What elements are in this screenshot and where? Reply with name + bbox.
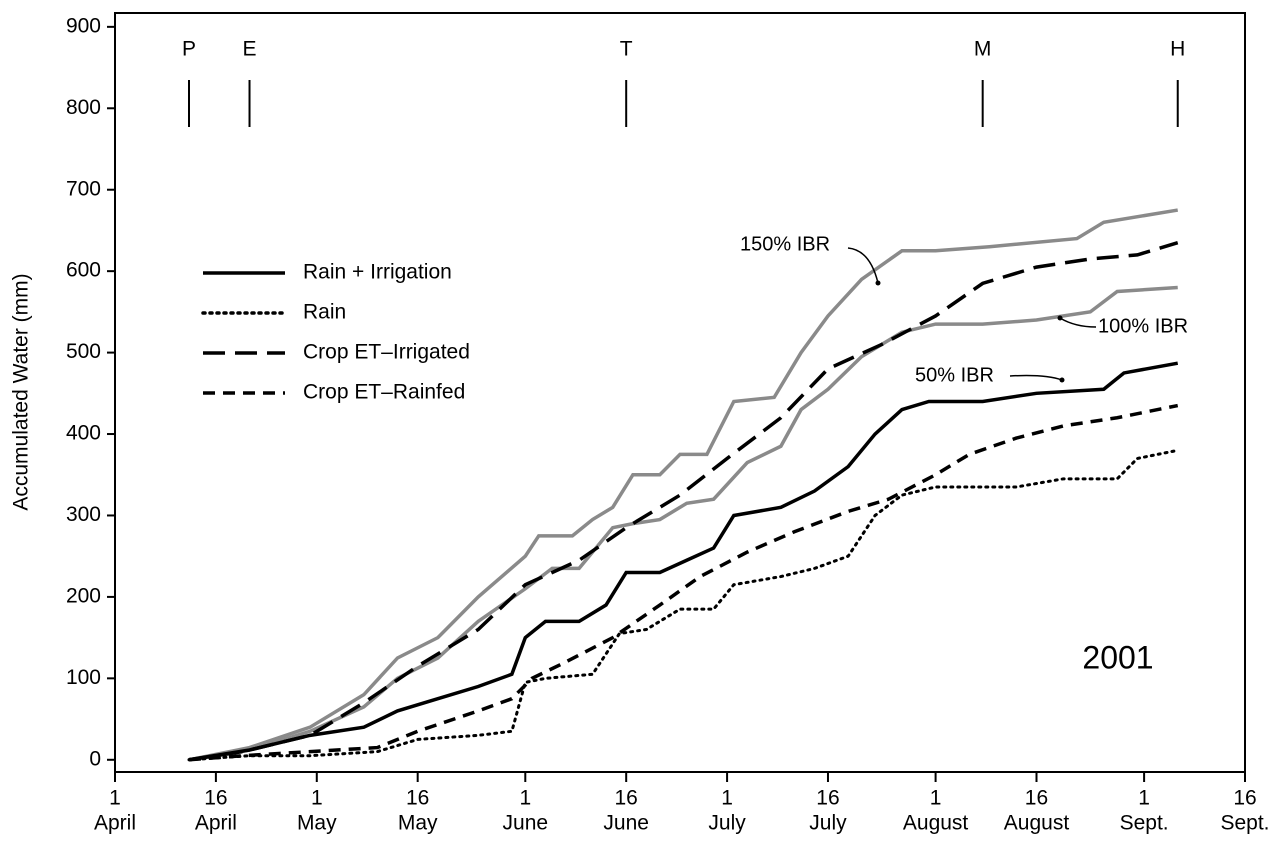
x-tick-label: 16 (406, 787, 429, 810)
legend-label: Crop ET–Rainfed (303, 381, 465, 404)
year-label: 2001 (1082, 639, 1153, 675)
y-tick-label: 800 (66, 96, 101, 119)
x-tick-label: 1 (311, 787, 323, 810)
y-tick-label: 900 (66, 14, 101, 37)
x-tick-label: 1 (109, 787, 121, 810)
x-tick-label: Sept. (1220, 812, 1269, 835)
x-tick-label: June (603, 812, 649, 835)
arrow-head (875, 280, 881, 286)
x-tick-label: May (297, 812, 337, 835)
x-tick-label: August (1004, 812, 1070, 835)
stage-label: H (1170, 38, 1185, 61)
x-tick-label: 16 (1233, 787, 1256, 810)
x-tick-label: June (503, 812, 549, 835)
plot-frame (114, 12, 1246, 773)
series-line (188, 208, 1179, 762)
legend-label: Rain (303, 301, 346, 324)
x-tick-label: 16 (204, 787, 227, 810)
stage-label: T (620, 38, 633, 61)
x-tick-label: July (708, 812, 746, 835)
y-tick-label: 0 (89, 747, 101, 770)
x-tick-label: Sept. (1120, 812, 1169, 835)
x-tick-label: April (195, 812, 237, 835)
legend-label: Crop ET–Irrigated (303, 341, 470, 364)
annotation-arrow (847, 247, 879, 284)
y-axis-label: Accumulated Water (mm) (10, 273, 33, 510)
y-tick-label: 200 (66, 584, 101, 607)
y-tick-label: 400 (66, 422, 101, 445)
x-tick-label: 1 (519, 787, 531, 810)
series-line (188, 403, 1179, 762)
x-tick-label: May (398, 812, 438, 835)
series-line (188, 361, 1179, 762)
series-annotation: 150% IBR (740, 233, 830, 255)
y-tick-label: 700 (66, 177, 101, 200)
annotation-arrow (1059, 317, 1097, 328)
series-annotation: 100% IBR (1098, 315, 1188, 337)
series-line (188, 240, 1179, 762)
x-tick-label: 1 (1138, 787, 1150, 810)
legend-label: Rain + Irrigation (303, 261, 452, 284)
series-line (187, 448, 1180, 762)
x-tick-label: April (94, 812, 136, 835)
y-tick-label: 600 (66, 259, 101, 282)
x-tick-label: 16 (816, 787, 839, 810)
y-tick-label: 300 (66, 503, 101, 526)
x-tick-label: July (809, 812, 847, 835)
stage-label: P (182, 38, 196, 61)
annotation-arrow (1009, 374, 1063, 381)
y-tick-label: 100 (66, 666, 101, 689)
x-tick-label: 16 (1025, 787, 1048, 810)
x-tick-label: 16 (615, 787, 638, 810)
x-tick-label: August (903, 812, 969, 835)
stage-label: M (974, 38, 992, 61)
y-tick-label: 500 (66, 340, 101, 363)
arrow-head (1057, 315, 1063, 321)
arrow-head (1059, 377, 1065, 383)
x-tick-label: 1 (930, 787, 942, 810)
series-annotation: 50% IBR (915, 364, 994, 386)
x-tick-label: 1 (721, 787, 733, 810)
stage-label: E (243, 38, 257, 61)
